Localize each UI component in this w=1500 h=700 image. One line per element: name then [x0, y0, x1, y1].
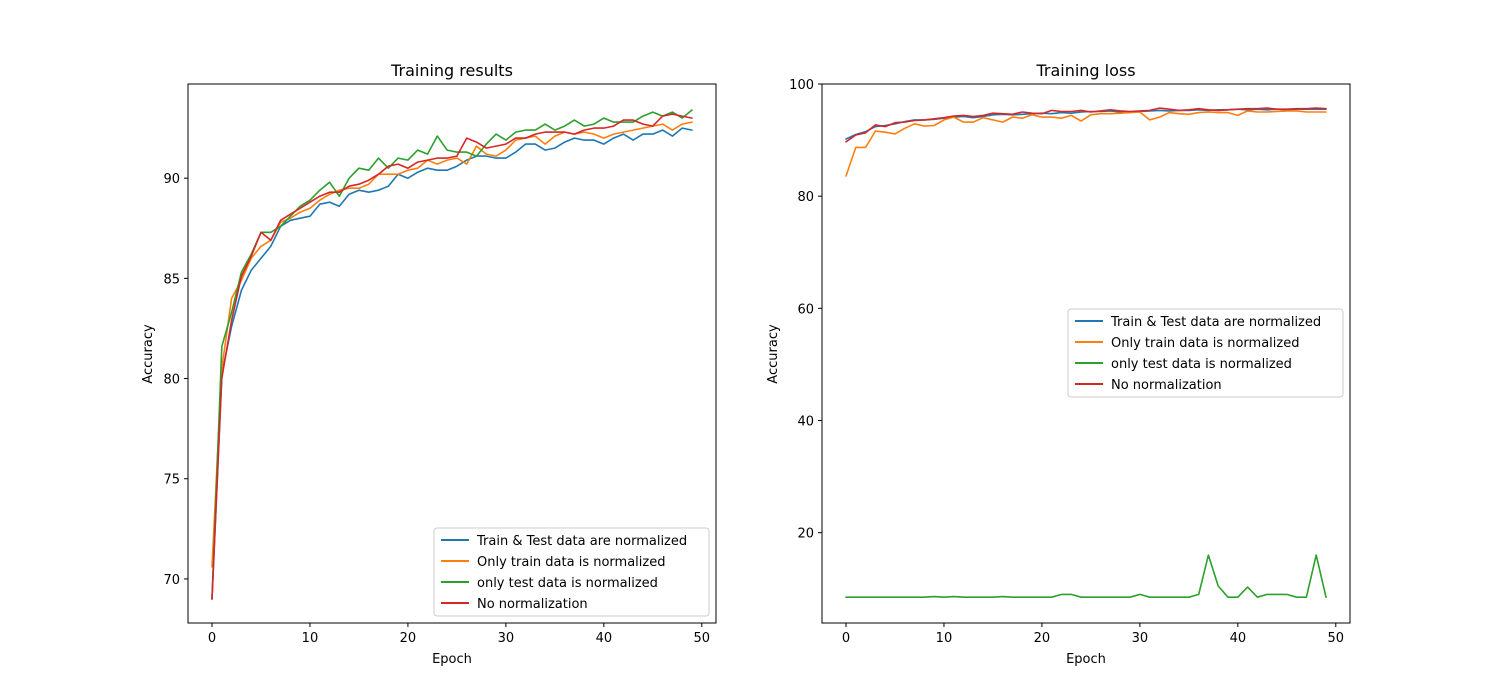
legend-label: Only train data is normalized	[1111, 336, 1299, 351]
legend-entry: only test data is normalized	[1075, 357, 1292, 372]
y-tick-label: 40	[797, 415, 814, 430]
y-ticks: 20 40 60 80 100	[789, 78, 822, 542]
y-axis-label: Accuracy	[141, 324, 156, 384]
x-axis-label: Epoch	[1066, 652, 1106, 667]
series-line-2	[845, 110, 1327, 177]
legend-label: Train & Test data are normalized	[1110, 315, 1321, 330]
x-tick-label: 0	[842, 631, 850, 646]
x-tick-label: 30	[498, 631, 515, 646]
legend-box	[1067, 308, 1344, 398]
x-tick-label: 50	[694, 631, 711, 646]
x-tick-label: 40	[596, 631, 613, 646]
training-loss-panel: Training loss Epoch Accuracy 0 10 20 30 40 50…	[766, 61, 1351, 667]
legend-entry: only test data is normalized	[441, 576, 658, 591]
axes-frame	[187, 83, 717, 624]
y-axis-label: Accuracy	[766, 324, 781, 384]
chart-title: Training results	[390, 61, 513, 80]
y-tick-label: 85	[163, 272, 180, 287]
y-tick-label: 70	[163, 573, 180, 588]
legend: Train & Test data are normalized Only tr…	[433, 527, 710, 617]
chart-title: Training loss	[1035, 61, 1135, 80]
legend-entry: Train & Test data are normalized	[441, 534, 687, 549]
legend-label: Train & Test data are normalized	[476, 534, 687, 549]
legend-entry: Only train data is normalized	[441, 555, 665, 570]
legend-entry: Train & Test data are normalized	[1075, 315, 1321, 330]
legend-label: Only train data is normalized	[477, 555, 665, 570]
legend-box	[433, 527, 710, 617]
series-line-4	[211, 113, 693, 600]
series-lines	[845, 107, 1327, 599]
y-tick-label: 80	[797, 190, 814, 205]
x-tick-label: 0	[208, 631, 216, 646]
legend-entry: Only train data is normalized	[1075, 336, 1299, 351]
y-tick-label: 60	[797, 302, 814, 317]
series-line-4	[845, 107, 1327, 143]
y-tick-label: 80	[163, 373, 180, 388]
y-tick-label: 90	[163, 172, 180, 187]
legend-entry: No normalization	[1075, 378, 1222, 393]
series-lines	[211, 109, 693, 600]
series-line-1	[211, 127, 693, 600]
legend-label: No normalization	[1111, 378, 1222, 393]
x-tick-label: 20	[1034, 631, 1051, 646]
y-tick-label: 20	[797, 527, 814, 542]
x-tick-label: 10	[936, 631, 953, 646]
series-line-3	[211, 109, 693, 600]
x-tick-label: 30	[1132, 631, 1149, 646]
x-ticks: 0 10 20 30 40 50	[842, 623, 1344, 646]
training-results-panel: Training results Epoch Accuracy 0 10 20 30 4…	[141, 61, 717, 667]
x-axis-label: Epoch	[432, 652, 472, 667]
legend-label: only test data is normalized	[477, 576, 658, 591]
legend-label: No normalization	[477, 597, 588, 612]
legend-label: only test data is normalized	[1111, 357, 1292, 372]
axes-frame	[821, 83, 1351, 624]
y-ticks: 70 75 80 85 90	[163, 172, 188, 588]
x-tick-label: 20	[400, 631, 417, 646]
series-line-2	[211, 121, 693, 568]
x-ticks: 0 10 20 30 40 50	[208, 623, 710, 646]
y-tick-label: 100	[789, 78, 814, 93]
x-tick-label: 10	[302, 631, 319, 646]
legend-entry: No normalization	[441, 597, 588, 612]
x-tick-label: 40	[1230, 631, 1247, 646]
legend: Train & Test data are normalized Only tr…	[1067, 308, 1344, 398]
y-tick-label: 75	[163, 473, 180, 488]
x-tick-label: 50	[1328, 631, 1345, 646]
series-line-3	[845, 554, 1327, 599]
